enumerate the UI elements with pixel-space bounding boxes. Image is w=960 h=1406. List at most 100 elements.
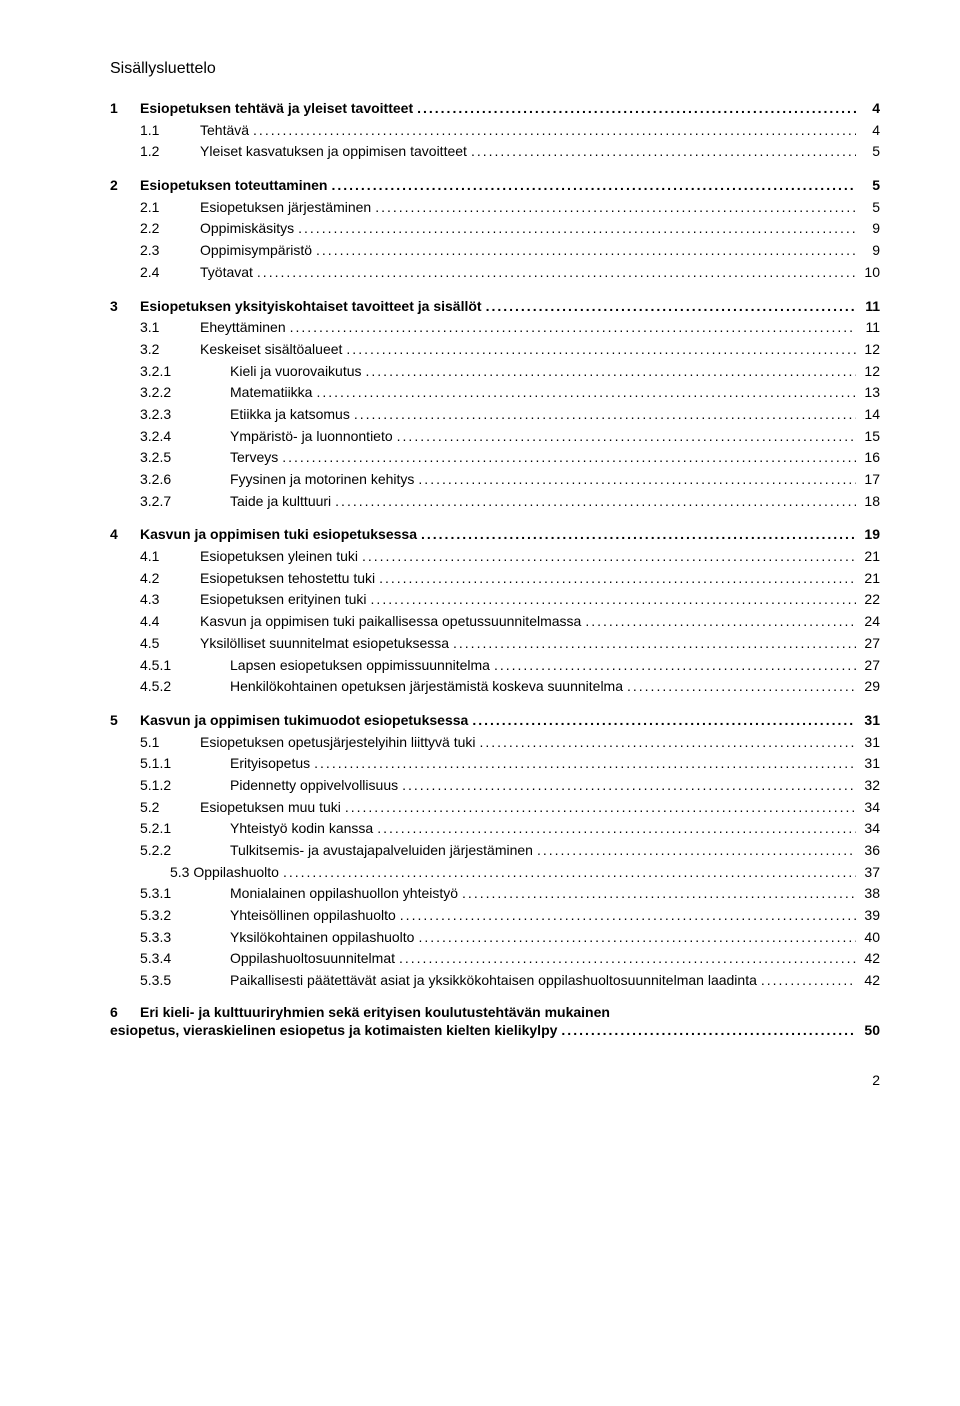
toc-entry: 2.2Oppimiskäsitys9 (110, 218, 880, 240)
toc-entry: 5.3.4Oppilashuoltosuunnitelmat42 (110, 948, 880, 970)
toc-title: Sisällysluettelo (110, 60, 880, 78)
toc-entry: 3.2.1Kieli ja vuorovaikutus12 (110, 361, 880, 383)
toc-entry-page: 31 (856, 732, 880, 754)
toc-entry-number: 2.3 (110, 240, 200, 262)
toc-entry: 3.1Eheyttäminen11 (110, 317, 880, 339)
toc-leader-dots (279, 862, 856, 884)
toc-entry: 2.1Esiopetuksen järjestäminen5 (110, 197, 880, 219)
toc-entry-page: 34 (856, 797, 880, 819)
toc-entry-label: Lapsen esiopetuksen oppimissuunnitelma (230, 655, 490, 677)
toc-leader-dots (414, 469, 856, 491)
toc-entry-number: 1.2 (110, 141, 200, 163)
toc-entry: 4.5.2Henkilökohtainen opetuksen järjestä… (110, 676, 880, 698)
toc-leader-dots (371, 197, 856, 219)
toc-entry-page: 31 (856, 710, 880, 732)
toc-entry-number: 2.4 (110, 262, 200, 284)
toc-entry: 3.2Keskeiset sisältöalueet 12 (110, 339, 880, 361)
toc-entry-page: 42 (856, 970, 880, 992)
toc-leader-dots (533, 840, 856, 862)
toc-entry-number: 2.2 (110, 218, 200, 240)
toc-entry-page: 37 (856, 862, 880, 884)
toc-entry-label: Työtavat (200, 262, 253, 284)
toc-entry-label: Henkilökohtainen opetuksen järjestämistä… (230, 676, 623, 698)
toc-leader-dots (475, 732, 856, 754)
toc-leader-dots (375, 568, 856, 590)
toc-entry: 3.2.6Fyysinen ja motorinen kehitys17 (110, 469, 880, 491)
toc-leader-dots (341, 797, 856, 819)
toc-leader-dots (557, 1020, 856, 1042)
toc-entry: 4Kasvun ja oppimisen tuki esiopetuksessa… (110, 524, 880, 546)
toc-entry: 1.1Tehtävä4 (110, 120, 880, 142)
toc-entry: 3.2.5Terveys16 (110, 447, 880, 469)
toc-entry-page: 39 (856, 905, 880, 927)
toc-leader-dots (294, 218, 856, 240)
toc-entry-number: 4.1 (110, 546, 200, 568)
toc-entry-label: Esiopetuksen tehostettu tuki (200, 568, 375, 590)
toc-leader-dots (393, 426, 856, 448)
toc-leader-dots (395, 948, 856, 970)
toc-leader-dots (278, 447, 856, 469)
toc-entry-label: Eheyttäminen (200, 317, 286, 339)
toc-entry-number: 4.5.1 (110, 655, 230, 677)
toc-leader-dots (373, 818, 856, 840)
toc-entry: 5.3 Oppilashuolto37 (110, 862, 880, 884)
toc-entry-label: Eri kieli- ja kulttuuriryhmien sekä erit… (140, 1004, 610, 1020)
toc-entry: 4.5.1Lapsen esiopetuksen oppimissuunnite… (110, 655, 880, 677)
toc-leader-dots (417, 524, 856, 546)
toc-leader-dots (490, 655, 856, 677)
toc-entry-page: 9 (856, 240, 880, 262)
toc-entry-page: 11 (856, 317, 880, 339)
toc-entry: 3.2.7Taide ja kulttuuri18 (110, 491, 880, 513)
toc-entry-page: 10 (856, 262, 880, 284)
toc-entry-label: Esiopetuksen toteuttaminen (140, 175, 327, 197)
toc-entry-number: 5.1 (110, 732, 200, 754)
toc-entry-number: 5.3.1 (110, 883, 230, 905)
toc-leader-dots (581, 611, 856, 633)
toc-entry-number: 5.3.2 (110, 905, 230, 927)
toc-entry-page: 50 (856, 1020, 880, 1042)
toc-leader-dots (623, 676, 856, 698)
toc-entry: 4.4Kasvun ja oppimisen tuki paikallisess… (110, 611, 880, 633)
toc-entry: 3.2.2Matematiikka13 (110, 382, 880, 404)
toc-entry-number: 3 (110, 296, 140, 318)
toc-entry: 5.2.2Tulkitsemis- ja avustajapalveluiden… (110, 840, 880, 862)
toc-entry-page: 12 (856, 339, 880, 361)
toc-entry-number: 3.2.7 (110, 491, 230, 513)
toc-entry-page: 15 (856, 426, 880, 448)
toc-entry-number: 2 (110, 175, 140, 197)
toc-leader-dots (757, 970, 856, 992)
toc-leader-dots (358, 546, 856, 568)
toc-entry-label: Keskeiset sisältöalueet (200, 339, 342, 361)
toc-entry-label: Tehtävä (200, 120, 249, 142)
toc-entry-label: Yksilölliset suunnitelmat esiopetuksessa (200, 633, 449, 655)
toc-entry-label: Kasvun ja oppimisen tukimuodot esiopetuk… (140, 710, 468, 732)
toc-entry: 2.4Työtavat 10 (110, 262, 880, 284)
toc-entry-page: 34 (856, 818, 880, 840)
toc-entry-page: 9 (856, 218, 880, 240)
toc-entry-page: 17 (856, 469, 880, 491)
toc-entry-page: 40 (856, 927, 880, 949)
toc-entry-page: 21 (856, 546, 880, 568)
toc-entry-number: 5 (110, 710, 140, 732)
toc-entry: 2.3Oppimisympäristö 9 (110, 240, 880, 262)
toc-entry-page: 5 (856, 197, 880, 219)
toc-leader-dots (396, 905, 856, 927)
toc-entry: 3.2.3Etiikka ja katsomus14 (110, 404, 880, 426)
toc-leader-dots (327, 175, 856, 197)
toc-leader-dots (312, 240, 856, 262)
toc-entry-label: Oppimisympäristö (200, 240, 312, 262)
toc-entry-label: Pidennetty oppivelvollisuus (230, 775, 398, 797)
toc-entry-number: 3.2.6 (110, 469, 230, 491)
toc-entry-number: 3.2.1 (110, 361, 230, 383)
toc-entry-label: Esiopetuksen tehtävä ja yleiset tavoitte… (140, 98, 413, 120)
toc-body: 1Esiopetuksen tehtävä ja yleiset tavoitt… (110, 98, 880, 1042)
toc-entry-label: Kieli ja vuorovaikutus (230, 361, 362, 383)
toc-entry-label: Kasvun ja oppimisen tuki paikallisessa o… (200, 611, 581, 633)
toc-leader-dots (458, 883, 856, 905)
toc-leader-dots (398, 775, 856, 797)
toc-entry-number: 4.4 (110, 611, 200, 633)
toc-leader-dots (367, 589, 856, 611)
toc-entry-number: 3.2 (110, 339, 200, 361)
toc-page: Sisällysluettelo 1Esiopetuksen tehtävä j… (0, 0, 960, 1128)
toc-entry-label: Tulkitsemis- ja avustajapalveluiden järj… (230, 840, 533, 862)
